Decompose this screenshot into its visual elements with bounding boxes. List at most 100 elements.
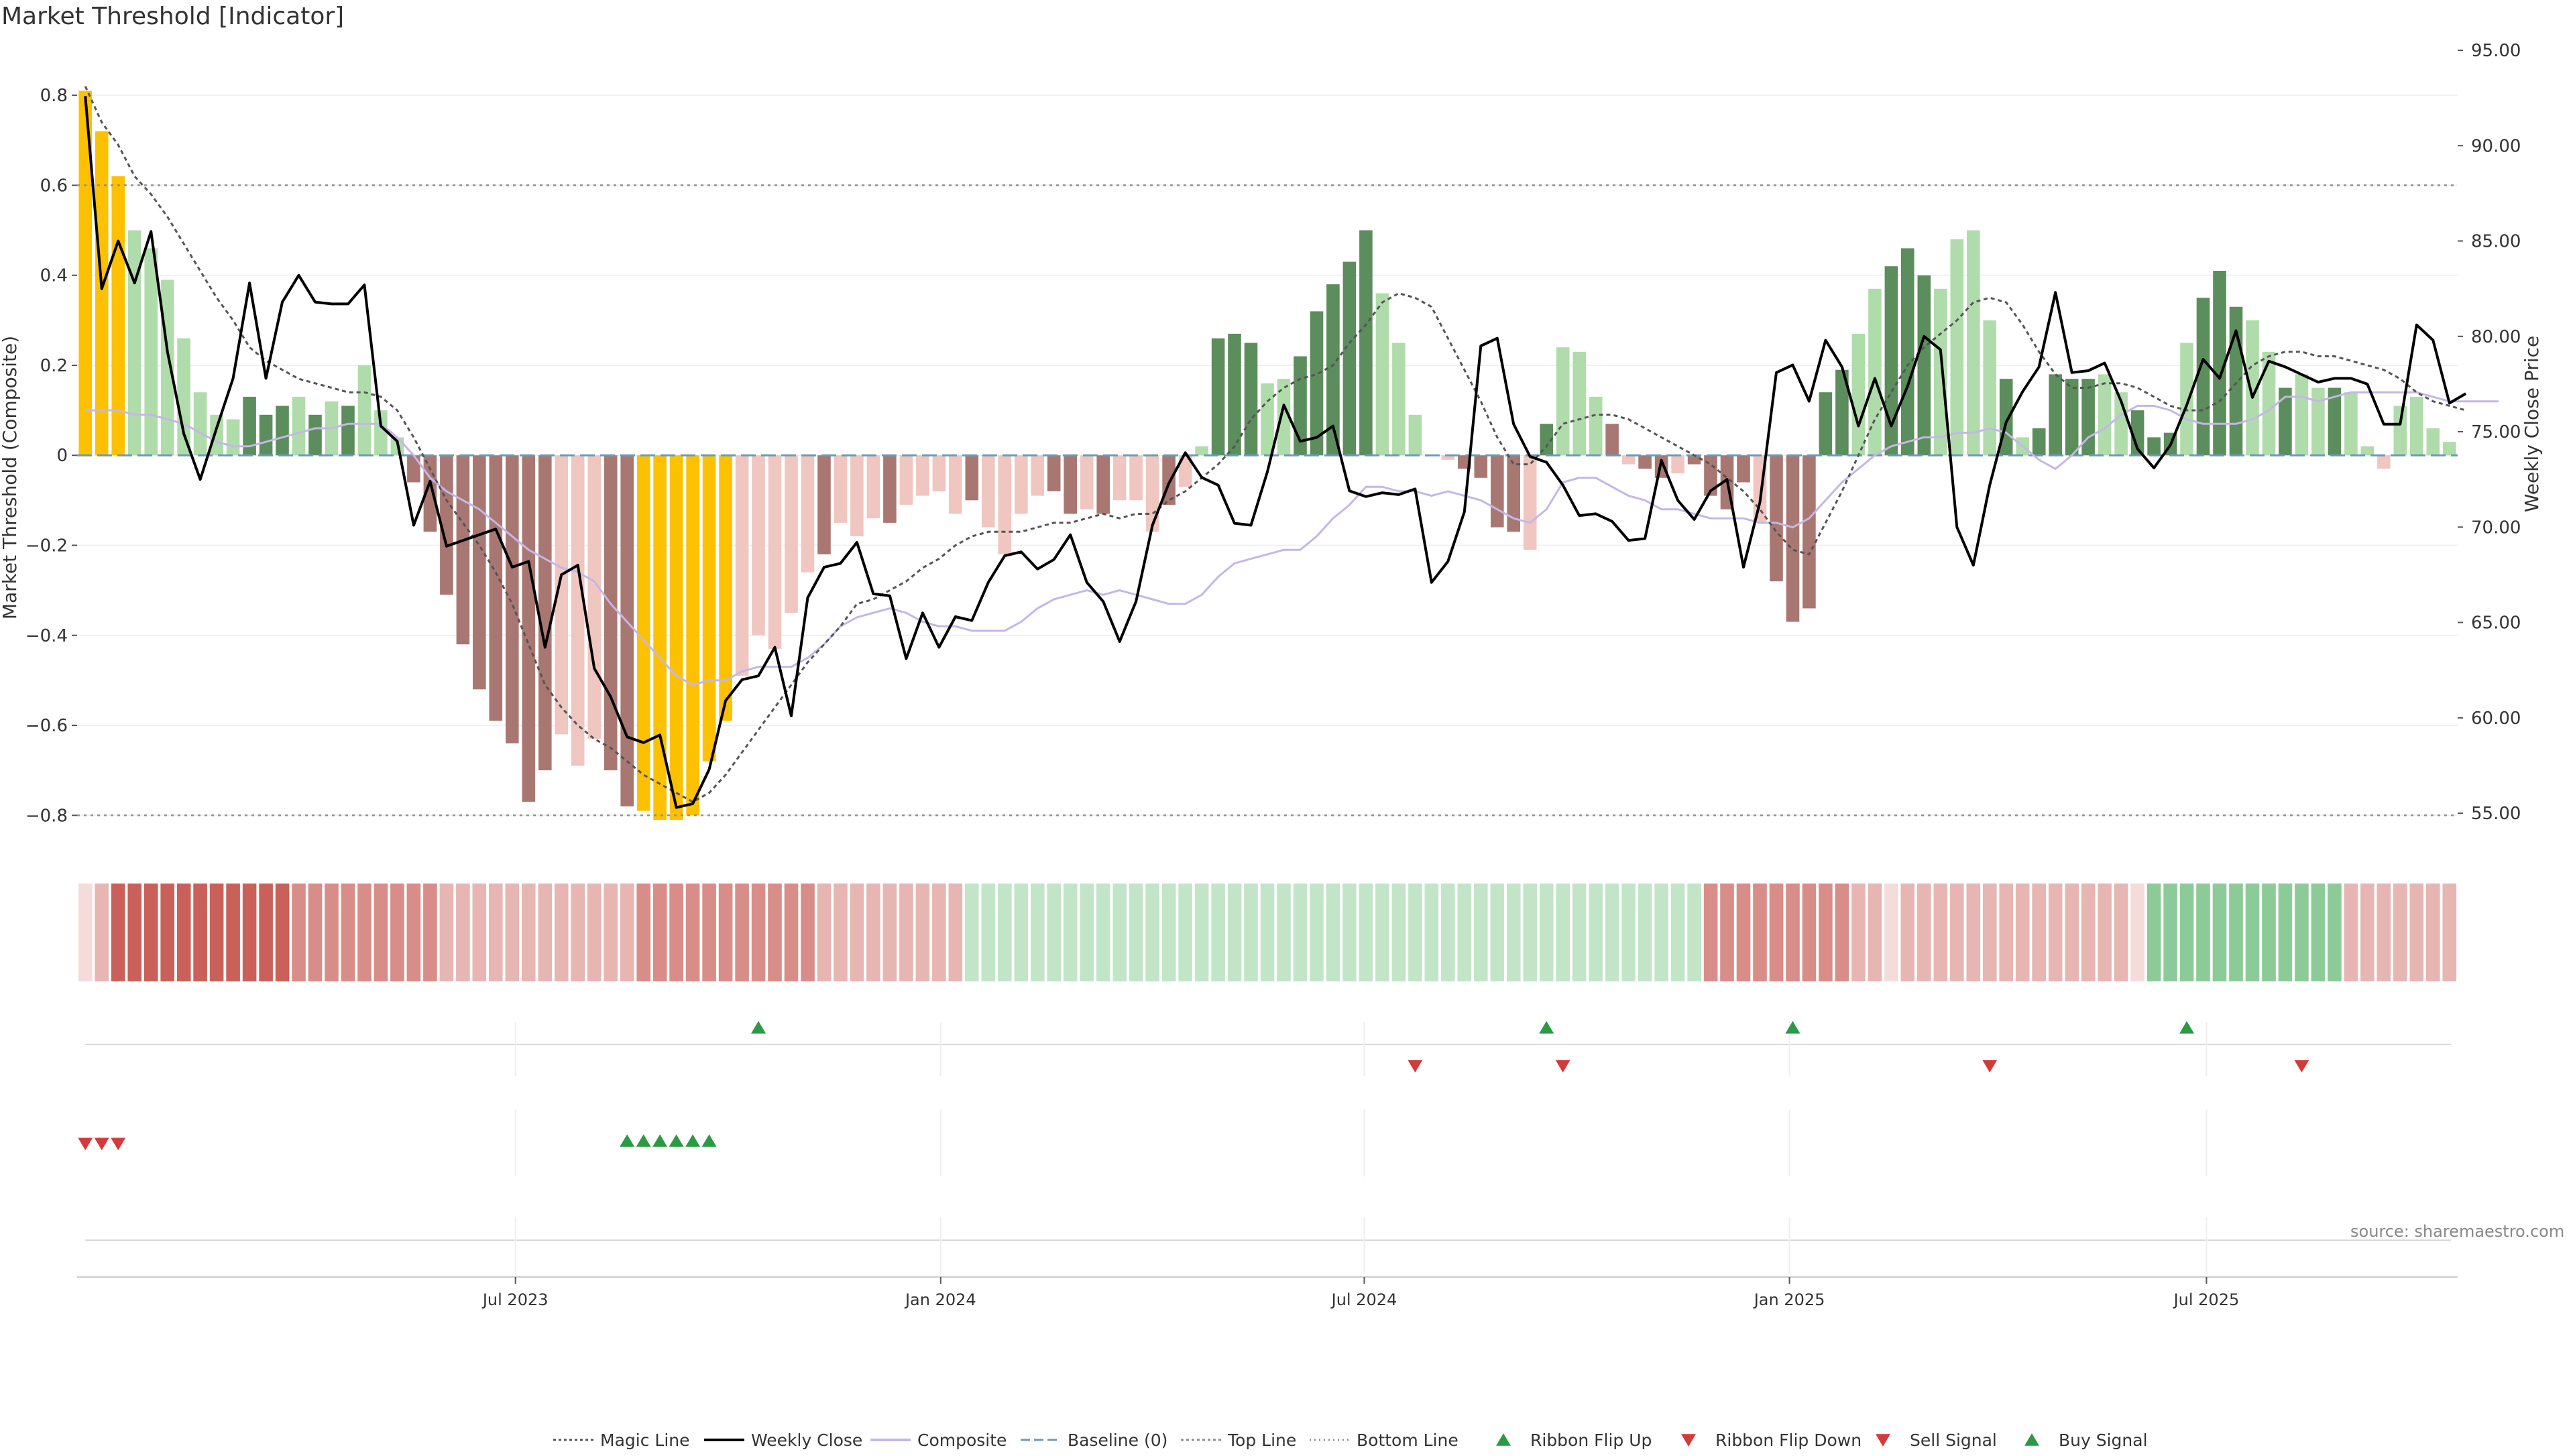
ribbon-cell <box>489 884 503 981</box>
composite-bar <box>1851 333 1866 456</box>
ribbon-cell <box>1687 884 1701 981</box>
ribbon-cell <box>2065 884 2079 981</box>
composite-bar <box>998 455 1012 554</box>
ribbon-cell <box>111 884 125 981</box>
legend-label: Magic Line <box>600 1431 690 1450</box>
ribbon-cell <box>1950 884 1964 981</box>
composite-bar <box>259 414 273 456</box>
buy-signal-marker <box>620 1134 635 1147</box>
composite-bar <box>308 414 322 456</box>
composite-bar <box>2426 428 2440 456</box>
legend-marker <box>1496 1433 1511 1446</box>
ribbon-cell <box>127 884 141 981</box>
ribbon-cell <box>292 884 306 981</box>
series-lines <box>77 86 2499 816</box>
ribbon-cell <box>1211 884 1225 981</box>
composite-bar <box>620 455 634 806</box>
ribbon-cell <box>1112 884 1127 981</box>
ribbon-cell <box>1670 884 1685 981</box>
composite-bar <box>932 455 946 491</box>
ribbon-cell <box>2015 884 2030 981</box>
ribbon-cell <box>374 884 388 981</box>
composite-bar <box>1228 333 1241 456</box>
composite-bar <box>1064 455 1077 514</box>
composite-bar <box>1375 293 1389 456</box>
composite-bar <box>1080 455 1094 509</box>
ribbon-cell <box>620 884 634 981</box>
ribbon-cell <box>1194 884 1209 981</box>
composite-bar <box>210 414 223 456</box>
ribbon-cell <box>1720 884 1734 981</box>
composite-bar <box>604 455 618 771</box>
ribbon-cell <box>932 884 946 981</box>
composite-bar <box>2360 446 2374 456</box>
composite-bar <box>850 455 864 536</box>
composite-bar <box>1671 455 1684 474</box>
composite-bar <box>1605 424 1619 456</box>
composite-bar <box>144 248 158 456</box>
composite-bar <box>226 419 240 456</box>
ribbon-cell <box>669 884 683 981</box>
ribbon-cell <box>406 884 421 981</box>
composite-bar <box>1884 266 1898 456</box>
ribbon-cell <box>472 884 487 981</box>
ribbon-cell <box>1621 884 1636 981</box>
weekly-close-line <box>84 96 2467 809</box>
magic-line <box>84 86 2466 803</box>
composite-bar <box>2049 374 2062 456</box>
ribbon-cell <box>817 884 832 981</box>
composite-bar <box>538 455 552 771</box>
ribbon-cell <box>160 884 174 981</box>
composite-bar <box>522 455 536 802</box>
composite-bar <box>341 406 355 456</box>
ribbon-cell <box>1359 884 1373 981</box>
composite-bar <box>111 176 125 456</box>
composite-bar <box>2229 306 2243 456</box>
composite-bar <box>768 455 782 649</box>
x-tick-label: Jul 2023 <box>481 1290 549 1309</box>
composite-bar <box>1277 379 1291 456</box>
ribbon-flip-up-marker <box>1539 1021 1554 1034</box>
y-left-tick-label: −0.6 <box>25 716 68 736</box>
composite-bar <box>1178 455 1192 487</box>
ribbon-cell <box>2311 884 2326 981</box>
y-left-tick-label: 0.4 <box>40 266 68 286</box>
ribbon-cell <box>2262 884 2276 981</box>
y-right-tick-label: 60.00 <box>2471 709 2521 729</box>
legend-label: Bottom Line <box>1357 1431 1458 1450</box>
legend: Magic Line Weekly Close Composite Baseline … <box>553 1431 2148 1450</box>
ribbon-cell <box>341 884 355 981</box>
ribbon-cell <box>866 884 880 981</box>
legend-marker <box>2024 1433 2039 1446</box>
composite-bar <box>834 455 848 523</box>
y-left-tick-label: −0.4 <box>25 626 68 646</box>
composite-bar <box>1408 414 1422 456</box>
ribbon-cell <box>751 884 766 981</box>
ribbon-cell <box>768 884 782 981</box>
y-left-tick-label: 0.6 <box>40 176 68 196</box>
composite-bar <box>2262 351 2276 456</box>
ribbon-cell <box>1917 884 1931 981</box>
x-tick-label: Jul 2025 <box>2173 1290 2240 1309</box>
ribbon-cell <box>1983 884 1997 981</box>
y-right-tick-label: 95.00 <box>2471 41 2521 61</box>
y-left-tick-label: −0.8 <box>25 806 68 826</box>
composite-bar <box>949 455 962 514</box>
ribbon-cell <box>2048 884 2063 981</box>
ribbon-cell <box>2360 884 2374 981</box>
y-right-tick-label: 55.00 <box>2471 804 2521 824</box>
ribbon-cell <box>242 884 257 981</box>
ribbon-cell <box>1819 884 1833 981</box>
y-left-tick-label: 0.8 <box>40 86 68 106</box>
ribbon-cell <box>1244 884 1258 981</box>
ribbon-cell <box>209 884 224 981</box>
composite-bar <box>407 455 420 483</box>
composite-bar <box>883 455 897 523</box>
composite-bar <box>2377 455 2391 469</box>
ribbon-cell <box>2245 884 2260 981</box>
ribbon-cell <box>1769 884 1784 981</box>
ribbon-flip-down-marker <box>1408 1060 1423 1073</box>
ribbon-cell <box>1605 884 1619 981</box>
composite-bar <box>1967 230 1980 456</box>
buy-signal-marker <box>685 1134 701 1147</box>
